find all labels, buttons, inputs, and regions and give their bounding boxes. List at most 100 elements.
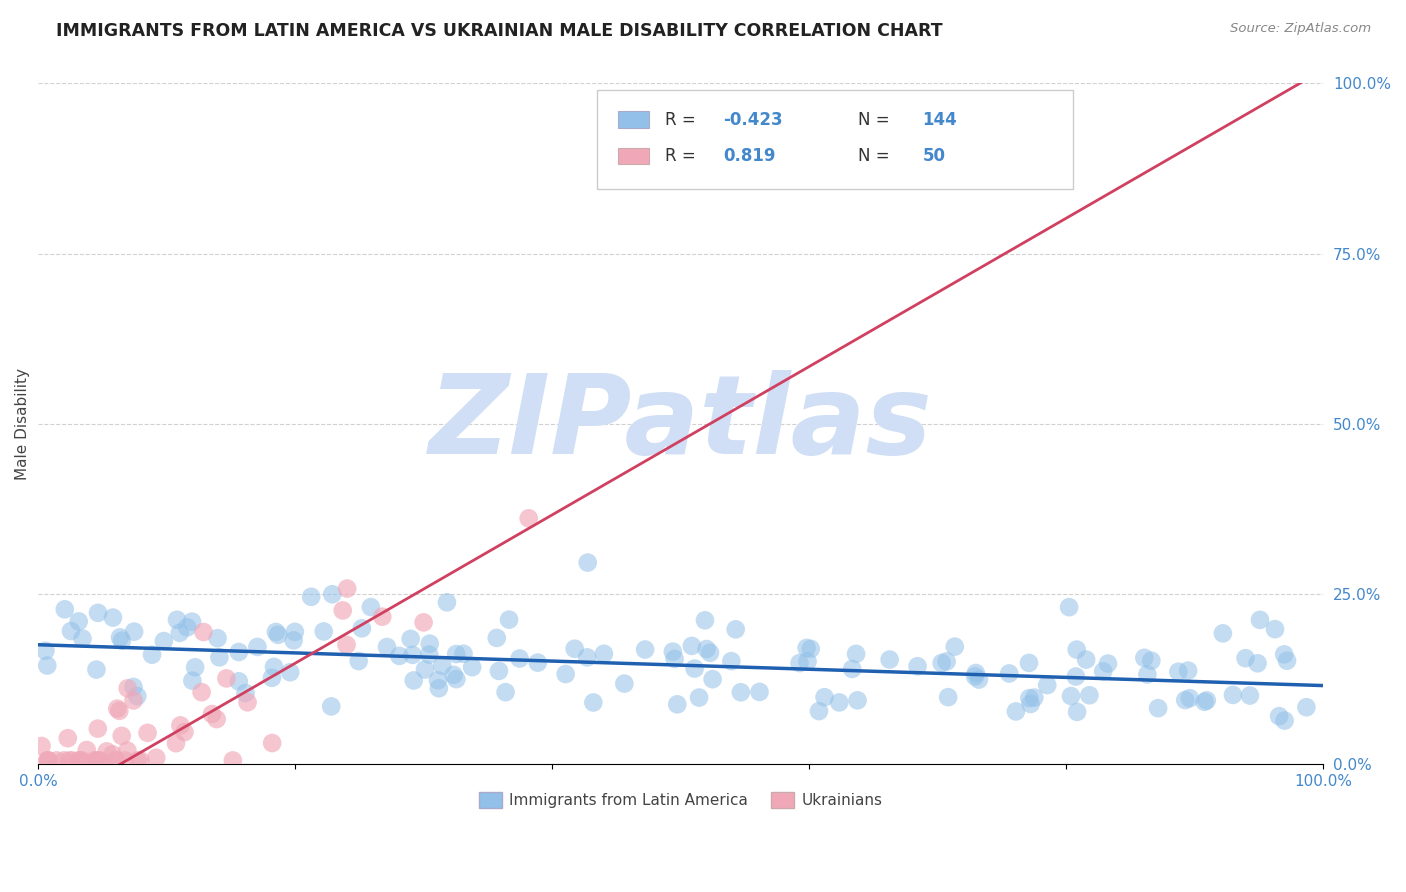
Point [67, 753, 90, 767]
Point [101, 610, 124, 624]
Point [509, 651, 531, 665]
Point [1057, 600, 1080, 615]
Point [117, 681, 139, 696]
Point [260, 671, 283, 685]
Point [153, 634, 176, 648]
Point [89, 753, 111, 767]
Point [965, 666, 987, 681]
Point [696, 642, 718, 657]
Point [86, 753, 108, 767]
Point [796, 640, 818, 655]
Point [1295, 700, 1317, 714]
Point [699, 646, 721, 660]
Point [108, 704, 131, 718]
Point [936, 690, 959, 705]
Point [1018, 691, 1040, 706]
Point [193, 625, 215, 640]
Point [576, 556, 599, 570]
Point [1246, 657, 1268, 671]
Point [1076, 652, 1098, 666]
Point [215, 672, 238, 686]
Point [998, 666, 1021, 681]
Point [526, 656, 548, 670]
Point [58, 753, 80, 767]
Point [1019, 697, 1042, 711]
Text: 144: 144 [922, 111, 957, 128]
Point [613, 676, 636, 690]
Point [841, 662, 863, 676]
Point [724, 623, 747, 637]
Point [931, 656, 953, 670]
FancyBboxPatch shape [617, 112, 648, 128]
Point [664, 652, 686, 666]
Point [444, 647, 467, 661]
Point [1177, 664, 1199, 678]
Point [83, 753, 105, 767]
Point [1174, 693, 1197, 707]
Point [321, 587, 343, 601]
Point [347, 654, 370, 668]
Point [1066, 705, 1088, 719]
Point [129, 753, 152, 767]
Point [37, 658, 59, 673]
Point [432, 658, 454, 673]
Point [321, 699, 343, 714]
Point [693, 613, 716, 627]
Point [127, 753, 149, 767]
Point [190, 685, 212, 699]
Point [1018, 656, 1040, 670]
Point [86, 663, 108, 677]
Point [748, 685, 770, 699]
Point [461, 660, 484, 674]
Point [45, 753, 67, 767]
Point [498, 613, 520, 627]
Point [576, 650, 599, 665]
Point [1222, 688, 1244, 702]
Point [283, 633, 305, 648]
Point [145, 750, 167, 764]
Point [564, 641, 586, 656]
Point [1234, 651, 1257, 665]
Point [70, 753, 93, 767]
Point [634, 642, 657, 657]
Point [436, 595, 458, 609]
Point [683, 662, 706, 676]
Point [418, 648, 440, 662]
Point [52, 753, 75, 767]
Point [401, 648, 423, 662]
Point [117, 743, 139, 757]
Point [1066, 642, 1088, 657]
Point [789, 656, 811, 670]
Point [67, 615, 90, 629]
Point [845, 647, 868, 661]
Point [828, 695, 851, 709]
Point [37, 753, 59, 767]
Point [402, 673, 425, 688]
Point [813, 690, 835, 705]
Point [1274, 714, 1296, 728]
Point [246, 640, 269, 654]
Text: 50: 50 [922, 147, 945, 165]
Point [426, 673, 449, 688]
Point [662, 645, 685, 659]
Point [1249, 613, 1271, 627]
Point [104, 753, 127, 767]
Point [263, 660, 285, 674]
Point [350, 621, 373, 635]
Point [111, 633, 134, 648]
Point [1167, 665, 1189, 679]
Point [517, 511, 540, 525]
Point [666, 698, 689, 712]
Point [181, 615, 204, 629]
Point [1064, 669, 1087, 683]
Point [165, 736, 187, 750]
Point [104, 753, 127, 767]
Point [59, 624, 82, 638]
Point [262, 736, 284, 750]
Point [56, 731, 79, 746]
Point [1036, 678, 1059, 692]
Point [1268, 709, 1291, 723]
Point [35, 753, 58, 767]
Point [485, 631, 508, 645]
Point [87, 606, 110, 620]
